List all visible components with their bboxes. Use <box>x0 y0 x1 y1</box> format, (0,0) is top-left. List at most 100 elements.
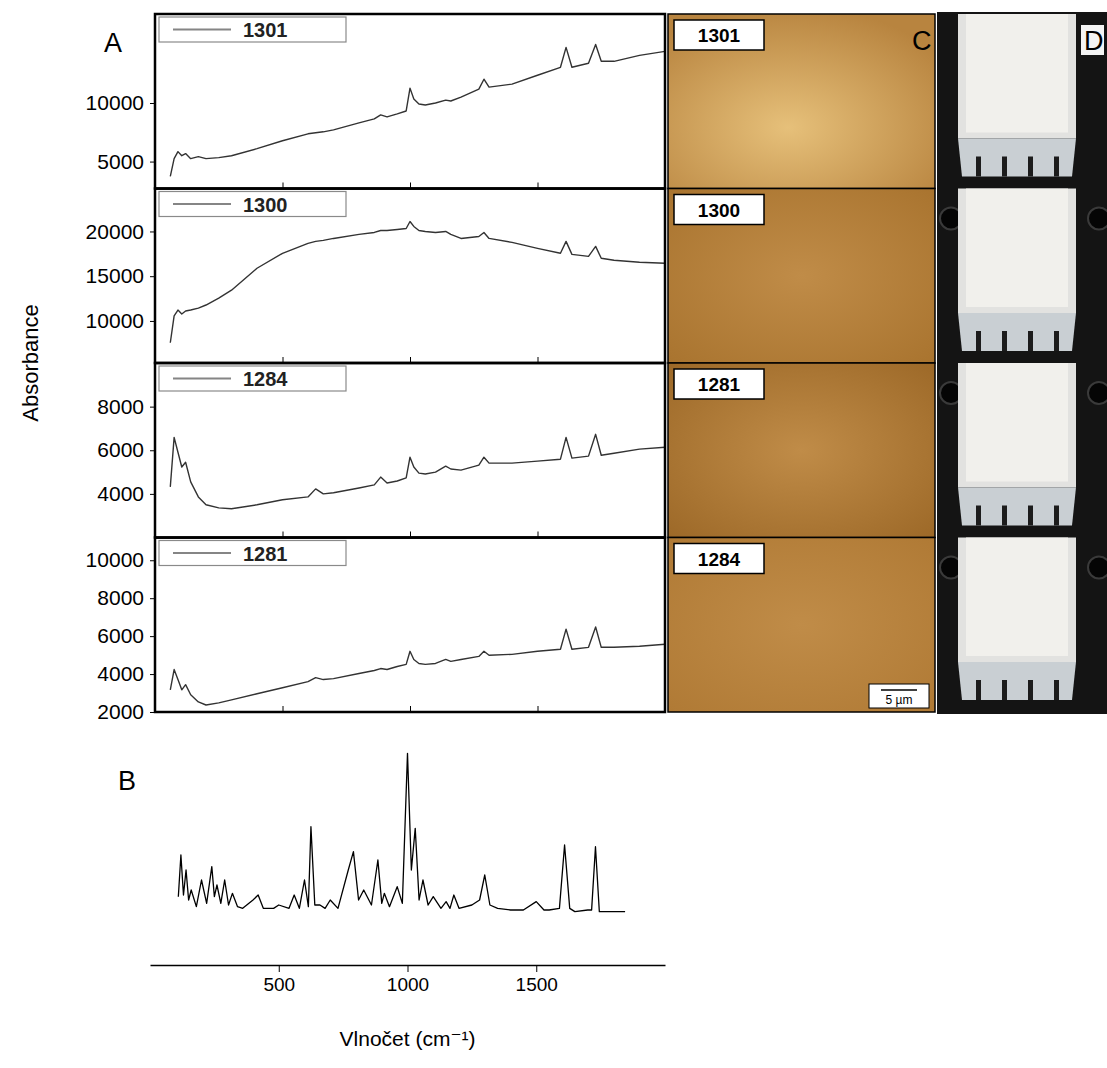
marks <box>170 627 665 705</box>
vial-slit <box>976 680 981 700</box>
rack-hole <box>1088 557 1107 579</box>
scale-bar-box <box>869 684 929 708</box>
marks <box>170 44 665 176</box>
micrograph-label: 1301 <box>698 25 741 46</box>
tick-mark <box>150 636 155 637</box>
legend: 1301 <box>159 17 346 42</box>
tick-mark <box>150 674 155 675</box>
spectrum-line <box>178 753 625 911</box>
tick: 1000 <box>387 965 429 995</box>
legend-label: 1281 <box>243 543 288 565</box>
tick-mark <box>150 231 155 232</box>
vial-slit <box>1028 506 1033 526</box>
spectrum-panel: 10000 15000 200001300 <box>86 189 666 364</box>
micrograph-label-box <box>674 544 764 574</box>
axis-line <box>155 15 156 190</box>
marks <box>170 434 665 508</box>
plot-frame <box>155 538 665 713</box>
spectrum-line <box>170 434 665 508</box>
marks <box>170 222 665 343</box>
legend-box <box>159 366 346 391</box>
micrograph-label-box <box>674 20 764 50</box>
tick-mark <box>536 965 537 972</box>
tick-mark <box>150 276 155 277</box>
spectrum-line <box>170 627 665 705</box>
y-axis: 200040006000800010000 <box>86 538 156 723</box>
tick-mark <box>150 560 155 561</box>
tick-mark <box>150 103 155 104</box>
legend-label: 1301 <box>243 19 288 41</box>
tick: 6000 <box>97 438 155 461</box>
vial-photo <box>958 14 1076 177</box>
panel-letter: A <box>104 28 122 58</box>
reference-panel: 500 1000 1500 Vlnočet (cm⁻¹) <box>151 753 666 1050</box>
tick: 20000 <box>86 220 155 243</box>
legend: 1281 <box>159 541 346 566</box>
spectrum-panel: 2000400060008000100001281 <box>86 538 666 724</box>
tick-mark <box>150 598 155 599</box>
tick: 6000 <box>97 624 155 647</box>
tick-label: 500 <box>263 974 295 995</box>
tick-label: 4000 <box>97 482 144 505</box>
legend-swatch <box>173 203 231 205</box>
spectrum-line <box>170 44 665 176</box>
tick: 8000 <box>97 586 155 609</box>
vial-slit <box>1054 506 1059 526</box>
spectrum-panel: 4000600080001284 <box>97 363 665 538</box>
vial-content <box>966 14 1068 133</box>
vial-content <box>966 189 1068 308</box>
micrograph-label: 1281 <box>698 374 741 395</box>
legend-swatch <box>173 29 231 31</box>
rack-hole <box>1088 382 1107 404</box>
marks <box>178 753 625 911</box>
photo-background <box>937 12 1107 714</box>
tick-mark <box>150 162 155 163</box>
tick: 500 <box>263 965 295 995</box>
micrograph-label-box <box>674 195 764 225</box>
tick-label: 10000 <box>86 548 144 571</box>
micrograph-label: 1300 <box>698 200 740 221</box>
tick-mark <box>410 706 411 712</box>
tick-label: 15000 <box>86 264 144 287</box>
tick-mark <box>150 321 155 322</box>
vial-slit <box>1002 680 1007 700</box>
spectrum-panel: 5000100001301 <box>86 14 666 189</box>
tick-label: 1500 <box>516 974 558 995</box>
plot-frame <box>155 363 665 538</box>
figure: 5000100001301100001500020000130040006000… <box>0 0 1107 1068</box>
vial-photo <box>940 538 1107 701</box>
vial-body <box>958 363 1076 488</box>
legend: 1300 <box>159 192 346 217</box>
vial-slit <box>976 331 981 351</box>
legend-box <box>159 17 346 42</box>
plot-frame <box>155 14 665 189</box>
vial-slit <box>1054 331 1059 351</box>
vial-slit <box>1028 331 1033 351</box>
tick-label: 8000 <box>97 395 144 418</box>
micrograph <box>668 189 935 364</box>
tick-label: 1000 <box>387 974 429 995</box>
axis-line <box>156 712 666 713</box>
axis-line <box>155 364 156 539</box>
tick-label: 5000 <box>97 150 144 173</box>
vial-base <box>958 139 1076 177</box>
legend-box <box>159 541 346 566</box>
tick: 2000 <box>97 700 155 723</box>
tick <box>538 706 539 712</box>
tick-label: 2000 <box>97 700 144 723</box>
spectrum-line <box>170 222 665 343</box>
y-axis: 10000 15000 20000 <box>86 189 156 364</box>
legend-swatch <box>173 552 231 554</box>
vial-body <box>958 538 1076 663</box>
tick <box>283 706 284 712</box>
vial-slit <box>1002 506 1007 526</box>
plot-frame <box>155 189 665 364</box>
micrograph-label-box <box>674 369 764 399</box>
scale-bar-label: 5 µm <box>886 693 913 707</box>
vial-base <box>958 662 1076 700</box>
vial-slit <box>1054 157 1059 177</box>
tick-label: 10000 <box>86 309 144 332</box>
tick-mark <box>150 712 155 713</box>
tick-mark <box>538 706 539 712</box>
x-axis-title: Vlnočet (cm⁻¹) <box>340 1027 476 1050</box>
